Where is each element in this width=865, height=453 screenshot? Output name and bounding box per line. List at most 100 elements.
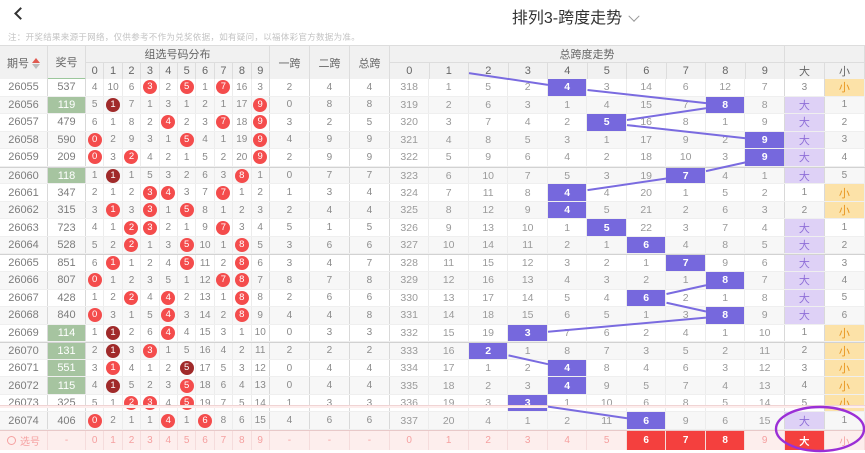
big-cell: 大 bbox=[784, 149, 825, 166]
hit-ball: 9 bbox=[253, 150, 268, 165]
trend-cell: 1 bbox=[706, 324, 746, 342]
period-cell: 26056 bbox=[0, 96, 48, 114]
dist-cell: 16 bbox=[196, 343, 215, 359]
trend-cell: 18 bbox=[627, 149, 667, 166]
small-cell: 小 bbox=[824, 343, 865, 359]
select-dist-6[interactable]: 6 bbox=[196, 430, 215, 450]
trend-cell: 4 bbox=[706, 377, 746, 394]
trend-cell: 19 bbox=[429, 394, 469, 412]
prize-cell: 325 bbox=[48, 394, 86, 412]
dist-cell: 2 bbox=[123, 324, 142, 342]
table-row: 26068 840 0 3 1 5 4 3 14 2 8 9 4 4 8 331 14 18 15 6 5 1 3 8 9 大 6 bbox=[0, 307, 865, 325]
dist-cell: 3 bbox=[252, 201, 270, 219]
select-dist-7[interactable]: 7 bbox=[215, 430, 234, 450]
trend-cell: 2 bbox=[548, 412, 588, 429]
dist-cell: 5 bbox=[178, 343, 197, 359]
dist-cell: 12 bbox=[196, 272, 215, 289]
column-header-dist-5: 5 bbox=[178, 63, 197, 80]
select-trend-9[interactable]: 9 bbox=[745, 430, 785, 450]
dist-cell: 1 bbox=[123, 167, 142, 184]
trend-cell: 9 bbox=[587, 377, 627, 394]
period-cell: 26065 bbox=[0, 255, 48, 272]
select-trend-6[interactable]: 6 bbox=[626, 430, 667, 450]
select-trend-8[interactable]: 8 bbox=[705, 430, 746, 450]
span1-cell: 3 bbox=[270, 255, 310, 272]
dist-cell: 15 bbox=[252, 412, 270, 429]
prize-cell: 315 bbox=[48, 201, 86, 219]
trend-cell: 4 bbox=[666, 236, 706, 254]
dist-cell: 3 bbox=[141, 184, 160, 201]
select-dist-1[interactable]: 1 bbox=[104, 430, 123, 450]
trend-cell: 9 bbox=[666, 412, 706, 429]
dist-cell: 8 bbox=[123, 114, 142, 131]
trend-cell: 8 bbox=[548, 343, 588, 359]
prize-cell: 590 bbox=[48, 131, 86, 149]
hit-ball: 8 bbox=[234, 273, 249, 288]
dist-cell: 9 bbox=[252, 96, 270, 114]
hit-ball: 2 bbox=[124, 290, 139, 305]
dist-cell: 8 bbox=[233, 272, 252, 289]
trend-cell: 14 bbox=[469, 236, 509, 254]
trend-cell: 10 bbox=[587, 394, 627, 412]
trend-cell: 9 bbox=[469, 149, 509, 166]
trend-cell: 1 bbox=[627, 307, 667, 324]
hit-ball: 7 bbox=[216, 220, 231, 235]
hit-ball: 9 bbox=[253, 132, 268, 147]
select-dist-0[interactable]: 0 bbox=[86, 430, 105, 450]
dist-cell: 1 bbox=[141, 236, 160, 254]
select-trend-0[interactable]: 0 bbox=[390, 430, 430, 450]
select-dist-3[interactable]: 3 bbox=[141, 430, 160, 450]
trend-cell-highlight: 9 bbox=[745, 149, 785, 166]
select-dist-5[interactable]: 5 bbox=[178, 430, 197, 450]
hit-ball: 7 bbox=[216, 273, 231, 288]
select-row-label[interactable]: 选号 bbox=[0, 430, 48, 450]
select-trend-3[interactable]: 3 bbox=[508, 430, 548, 450]
trend-cell: 7 bbox=[469, 114, 509, 131]
trend-cell: 2 bbox=[706, 131, 746, 149]
select-trend-4[interactable]: 4 bbox=[548, 430, 588, 450]
select-dist-8[interactable]: 8 bbox=[233, 430, 252, 450]
hit-ball: 1 bbox=[106, 343, 121, 358]
trend-cell-highlight: 8 bbox=[705, 307, 746, 324]
trend-cell: 16 bbox=[469, 272, 509, 289]
dist-cell: 9 bbox=[252, 131, 270, 149]
column-header-dist-1: 1 bbox=[104, 63, 123, 80]
select-big-cell[interactable]: 大 bbox=[784, 430, 825, 450]
small-cell: 小 bbox=[824, 359, 865, 377]
small-cell: 小 bbox=[824, 184, 865, 201]
trend-cell: 7 bbox=[706, 219, 746, 236]
table-row: 26064 528 5 2 2 1 3 5 10 1 8 5 3 6 6 327 10 14 11 2 1 6 4 8 5 大 2 bbox=[0, 236, 865, 255]
dist-cell: 7 bbox=[215, 114, 234, 131]
big-cell: 1 bbox=[785, 324, 825, 342]
period-cell: 26069 bbox=[0, 324, 48, 342]
hit-ball: 0 bbox=[87, 132, 102, 147]
column-header-period[interactable]: 期号 bbox=[0, 46, 48, 80]
select-trend-5[interactable]: 5 bbox=[587, 430, 627, 450]
dist-cell: 13 bbox=[252, 377, 270, 394]
select-trend-1[interactable]: 1 bbox=[429, 430, 469, 450]
span-total-cell: 6 bbox=[350, 412, 390, 429]
column-header-span2: 二跨 bbox=[310, 46, 350, 80]
table-row: 26060 118 1 1 1 5 3 2 6 3 8 1 0 7 7 323 6 10 7 5 3 19 7 4 1 大 5 bbox=[0, 166, 865, 185]
dist-cell: 2 bbox=[252, 184, 270, 201]
column-header-trend-group: 总跨度走势 bbox=[390, 46, 785, 63]
column-header-small: 小 bbox=[825, 63, 865, 80]
select-dist-4[interactable]: 4 bbox=[160, 430, 178, 450]
select-dist-2[interactable]: 2 bbox=[123, 430, 142, 450]
select-trend-7[interactable]: 7 bbox=[666, 430, 706, 450]
back-button[interactable] bbox=[12, 6, 32, 24]
select-dist-9[interactable]: 9 bbox=[252, 430, 270, 450]
select-trend-2[interactable]: 2 bbox=[469, 430, 509, 450]
dist-cell: 2 bbox=[104, 236, 123, 254]
title-dropdown[interactable]: 排列3-跨度走势 bbox=[430, 4, 720, 28]
dist-cell: 5 bbox=[178, 377, 197, 394]
select-small-cell[interactable]: 小 bbox=[825, 430, 865, 450]
trend-cell-highlight: 8 bbox=[705, 96, 746, 114]
span2-cell: 4 bbox=[310, 255, 350, 272]
span1-cell: 1 bbox=[270, 394, 310, 412]
trend-cell: 7 bbox=[745, 79, 785, 96]
trend-cell: 325 bbox=[390, 201, 430, 219]
trend-cell: 3 bbox=[508, 96, 548, 114]
dist-cell: 1 bbox=[104, 167, 123, 184]
dist-cell: 3 bbox=[141, 219, 160, 236]
